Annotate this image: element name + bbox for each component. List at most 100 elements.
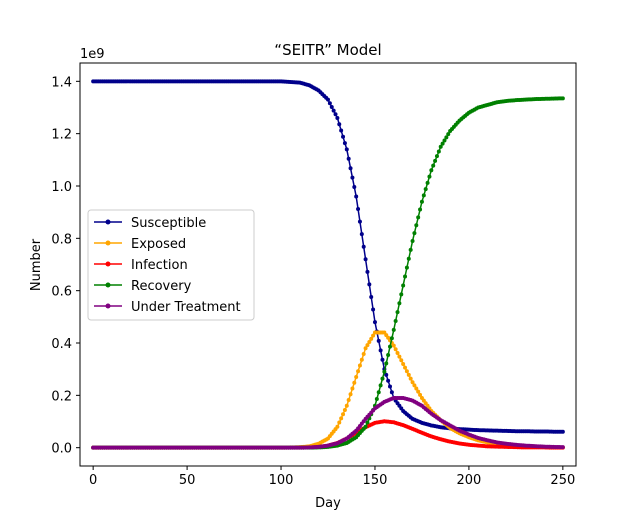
data-point <box>376 338 381 343</box>
data-point <box>342 408 347 412</box>
data-point <box>363 257 368 262</box>
y-offset-label: 1e9 <box>80 47 105 62</box>
data-point <box>397 354 402 359</box>
data-point <box>393 319 398 324</box>
data-point <box>346 398 351 403</box>
data-point <box>341 412 346 417</box>
y-tick-label: 0.6 <box>51 285 72 300</box>
series-layer <box>91 79 565 450</box>
data-point <box>378 383 383 388</box>
data-point <box>434 154 439 159</box>
data-point <box>354 194 359 199</box>
data-point <box>421 193 426 198</box>
data-point <box>406 256 411 261</box>
data-point <box>386 378 391 383</box>
data-point <box>425 180 430 185</box>
data-point <box>329 104 334 109</box>
data-point <box>412 231 417 236</box>
data-point <box>367 282 372 287</box>
x-tick-label: 50 <box>179 473 196 488</box>
data-point <box>446 132 451 137</box>
x-tick-label: 0 <box>89 473 97 488</box>
data-point <box>416 389 421 394</box>
data-point <box>341 134 346 139</box>
chart-title: “SEITR” Model <box>274 41 381 59</box>
data-point <box>401 283 406 288</box>
legend-label: Exposed <box>131 237 186 252</box>
data-point <box>418 207 423 212</box>
data-point <box>403 274 408 279</box>
data-point <box>371 333 376 338</box>
data-point <box>393 347 398 352</box>
data-point <box>436 149 441 154</box>
data-point <box>363 424 368 429</box>
legend-marker <box>105 261 111 267</box>
data-point <box>386 353 391 358</box>
data-point <box>391 327 396 332</box>
legend-marker <box>105 219 111 225</box>
data-point <box>350 175 355 180</box>
data-point <box>372 320 377 325</box>
data-point <box>342 141 347 146</box>
data-point <box>380 357 385 362</box>
data-point <box>399 292 404 297</box>
data-point <box>406 372 411 377</box>
legend-frame <box>87 209 255 321</box>
data-point <box>404 265 409 270</box>
data-point <box>371 307 376 312</box>
data-point <box>560 429 565 434</box>
data-point <box>357 363 362 368</box>
data-point <box>389 336 394 341</box>
data-point <box>339 128 344 133</box>
data-point <box>389 390 394 395</box>
data-point <box>337 420 342 425</box>
data-point <box>365 343 370 348</box>
data-point <box>399 358 404 363</box>
data-point <box>356 207 361 212</box>
y-axis-title: Number <box>29 238 44 291</box>
data-point <box>335 424 340 429</box>
data-point <box>361 244 366 249</box>
data-point <box>331 108 336 113</box>
data-point <box>423 187 428 192</box>
data-point <box>346 156 351 161</box>
data-point <box>335 115 340 120</box>
data-point <box>395 350 400 355</box>
y-tick-label: 0.8 <box>51 232 72 247</box>
data-point <box>408 376 413 381</box>
x-tick-label: 100 <box>269 473 294 488</box>
data-point <box>369 336 374 341</box>
data-point <box>382 369 387 374</box>
legend-label: Infection <box>131 258 188 273</box>
data-point <box>395 310 400 315</box>
plot-area <box>79 62 577 467</box>
data-point <box>397 301 402 306</box>
data-point <box>326 97 330 102</box>
data-point <box>410 380 415 385</box>
data-point <box>339 416 344 421</box>
data-point <box>380 376 385 381</box>
data-point <box>388 384 392 389</box>
data-point <box>359 357 364 362</box>
x-tick-label: 200 <box>456 473 481 488</box>
data-point <box>327 101 332 106</box>
data-point <box>429 168 434 173</box>
y-tick-label: 0.2 <box>51 389 72 404</box>
data-point <box>431 163 436 168</box>
data-point <box>352 185 357 190</box>
data-point <box>418 392 423 397</box>
data-point <box>408 247 413 252</box>
data-point <box>367 339 372 344</box>
data-point <box>444 135 449 140</box>
y-tick-label: 0.0 <box>51 442 72 457</box>
data-point <box>419 199 424 204</box>
data-point <box>403 365 408 370</box>
legend: Susceptible Exposed Infection Recovery Under… <box>87 209 255 321</box>
data-point <box>384 361 389 366</box>
data-point <box>391 343 396 348</box>
legend-label: Under Treatment <box>131 300 241 315</box>
data-point <box>344 147 349 152</box>
data-point <box>354 375 359 380</box>
series-under-treatment <box>91 395 565 450</box>
data-point <box>433 158 438 163</box>
